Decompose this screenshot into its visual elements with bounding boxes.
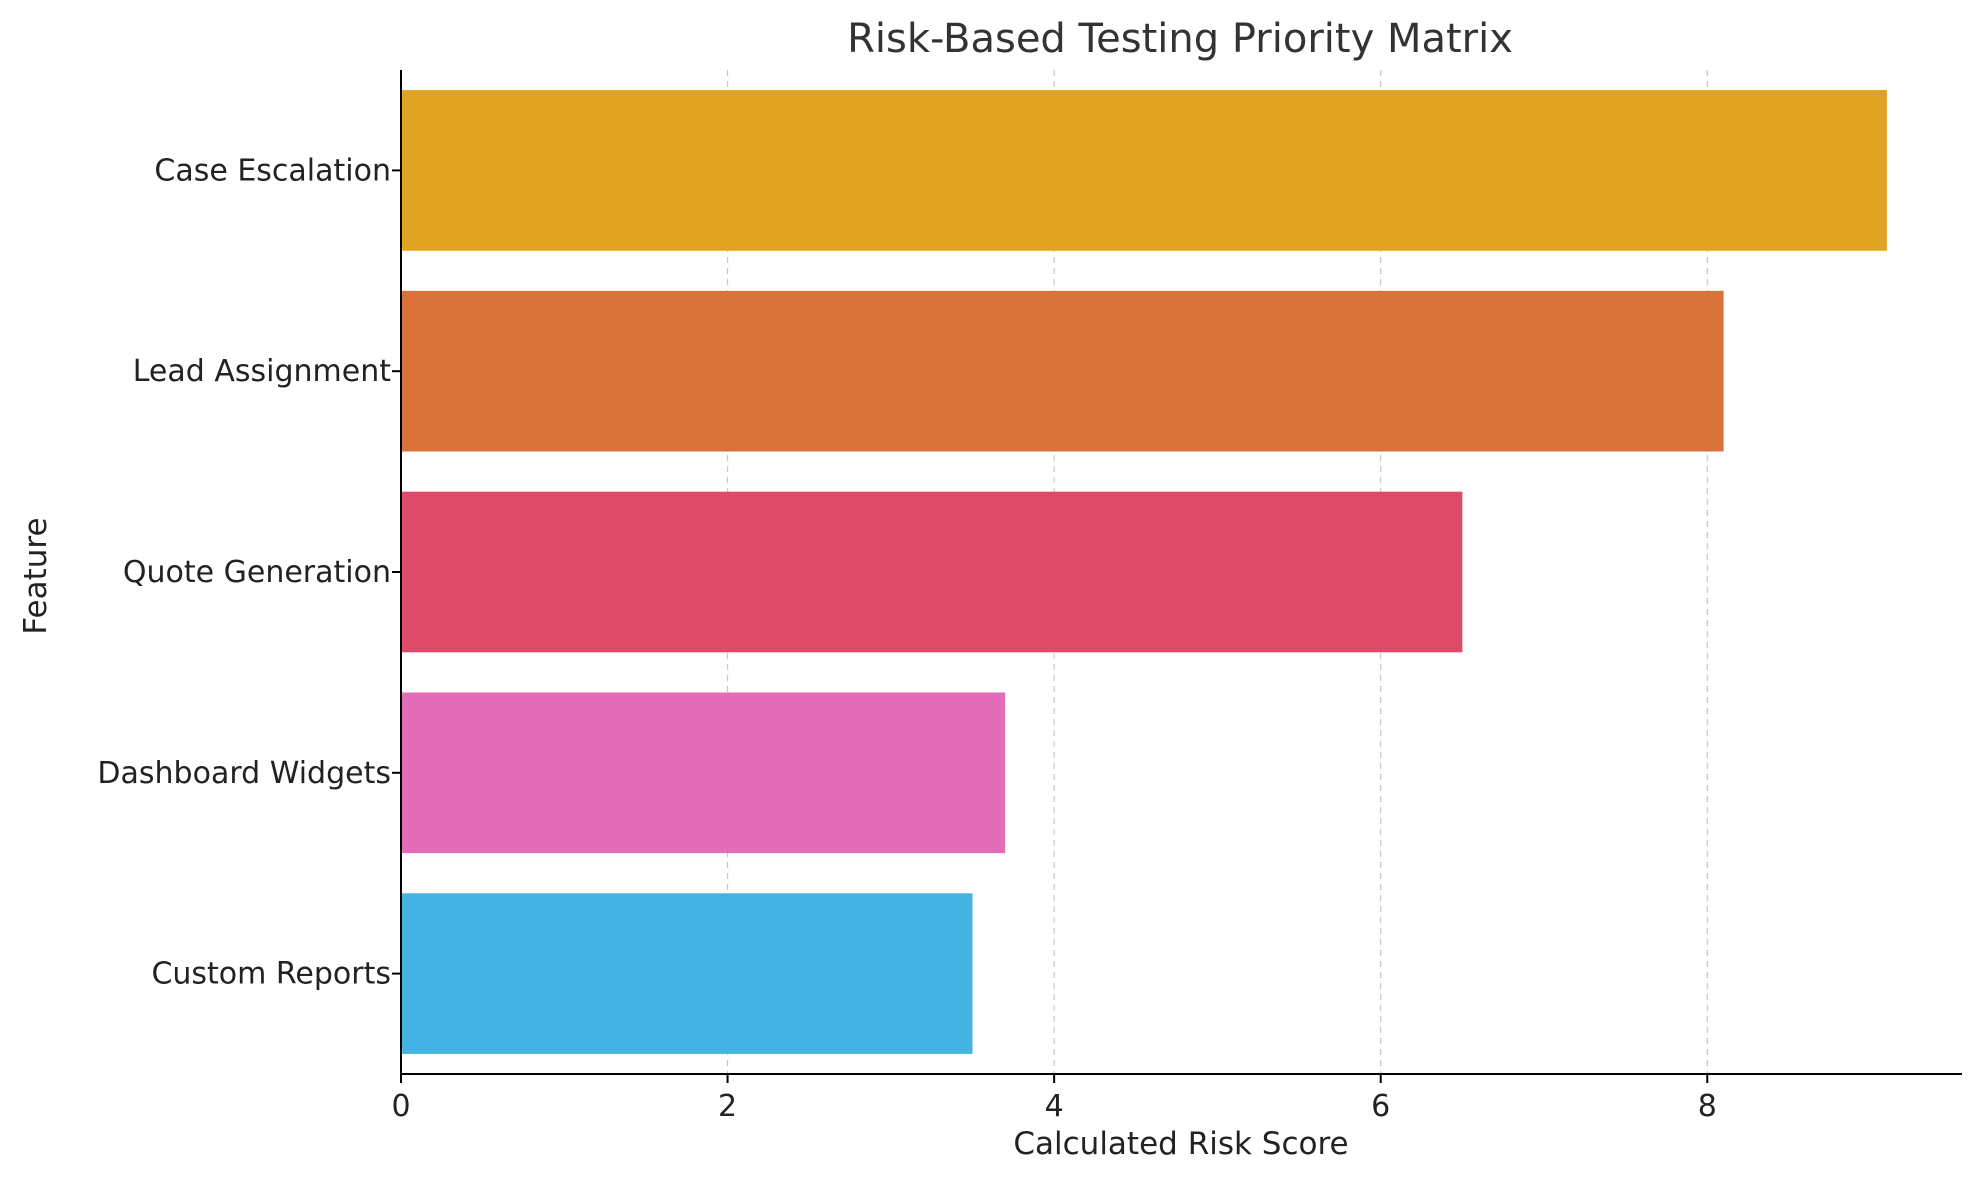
x-tick-label-2: 2 bbox=[718, 1089, 737, 1124]
x-axis-label: Calculated Risk Score bbox=[1013, 1126, 1348, 1162]
y-tick-label-custom-reports: Custom Reports bbox=[151, 957, 391, 992]
y-tick-label-case-escalation: Case Escalation bbox=[154, 153, 391, 188]
bar-quote-generation bbox=[401, 491, 1463, 653]
bar-lead-assignment bbox=[401, 290, 1724, 452]
x-tick-label-4: 4 bbox=[1045, 1089, 1064, 1124]
y-axis-label: Feature bbox=[18, 517, 54, 634]
y-tick-label-lead-assignment: Lead Assignment bbox=[133, 354, 391, 389]
x-tick-label-6: 6 bbox=[1371, 1089, 1390, 1124]
x-tick-label-0: 0 bbox=[391, 1089, 410, 1124]
y-tick-label-dashboard-widgets: Dashboard Widgets bbox=[97, 756, 391, 791]
y-tick-layer: Case Escalation Lead Assignment Quote Gene… bbox=[97, 153, 401, 992]
x-tick-layer: 0 2 4 6 8 bbox=[391, 1074, 1717, 1124]
bar-case-escalation bbox=[401, 90, 1887, 251]
chart-title: Risk-Based Testing Priority Matrix bbox=[847, 16, 1513, 62]
bar-custom-reports bbox=[401, 893, 973, 1054]
bar-layer bbox=[401, 90, 1887, 1054]
x-tick-label-8: 8 bbox=[1698, 1089, 1717, 1124]
bar-dashboard-widgets bbox=[401, 692, 1006, 854]
y-tick-label-quote-generation: Quote Generation bbox=[123, 555, 391, 590]
